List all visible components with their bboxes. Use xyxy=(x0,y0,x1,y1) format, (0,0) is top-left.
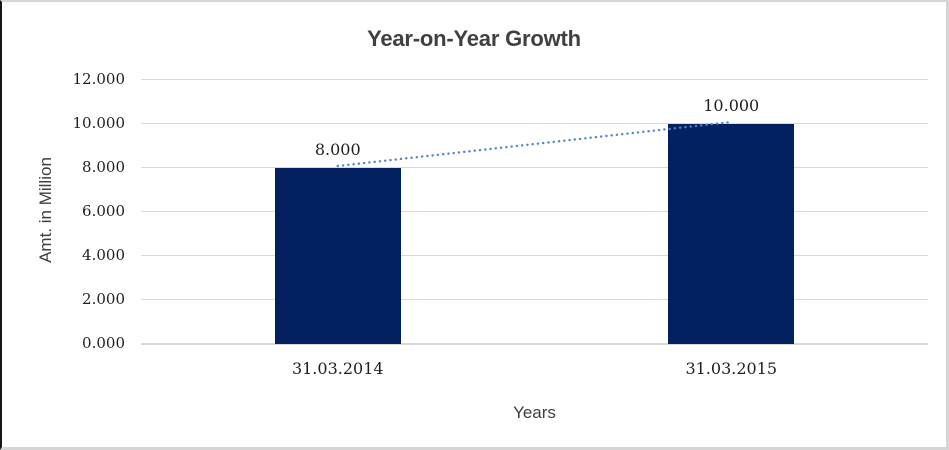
trendline xyxy=(336,120,733,168)
gridline xyxy=(141,167,928,168)
x-tick-label: 31.03.2015 xyxy=(685,359,778,378)
gridline xyxy=(141,343,928,344)
y-tick-label: 12.000 xyxy=(72,70,126,88)
gridline xyxy=(141,211,928,212)
gridline xyxy=(141,79,928,80)
y-tick-label: 10.000 xyxy=(72,114,126,132)
y-tick-label: 2.000 xyxy=(82,290,125,308)
data-label: 10.000 xyxy=(703,96,760,115)
x-tick-label: 31.03.2014 xyxy=(291,359,384,378)
x-axis-line xyxy=(141,343,928,345)
gridline xyxy=(141,123,928,124)
plot-area xyxy=(141,79,928,345)
y-tick-label: 4.000 xyxy=(82,246,125,264)
y-tick-label: 6.000 xyxy=(82,202,125,220)
x-axis-title: Years xyxy=(513,403,556,422)
gridline xyxy=(141,255,928,256)
bar-31.03.2014 xyxy=(274,168,401,344)
bar-31.03.2015 xyxy=(668,124,795,344)
chart-title: Year-on-Year Growth xyxy=(367,26,581,51)
data-label: 8.000 xyxy=(314,140,361,159)
y-tick-label: 0.000 xyxy=(82,334,125,352)
y-tick-label: 8.000 xyxy=(82,158,125,176)
gridline xyxy=(141,299,928,300)
